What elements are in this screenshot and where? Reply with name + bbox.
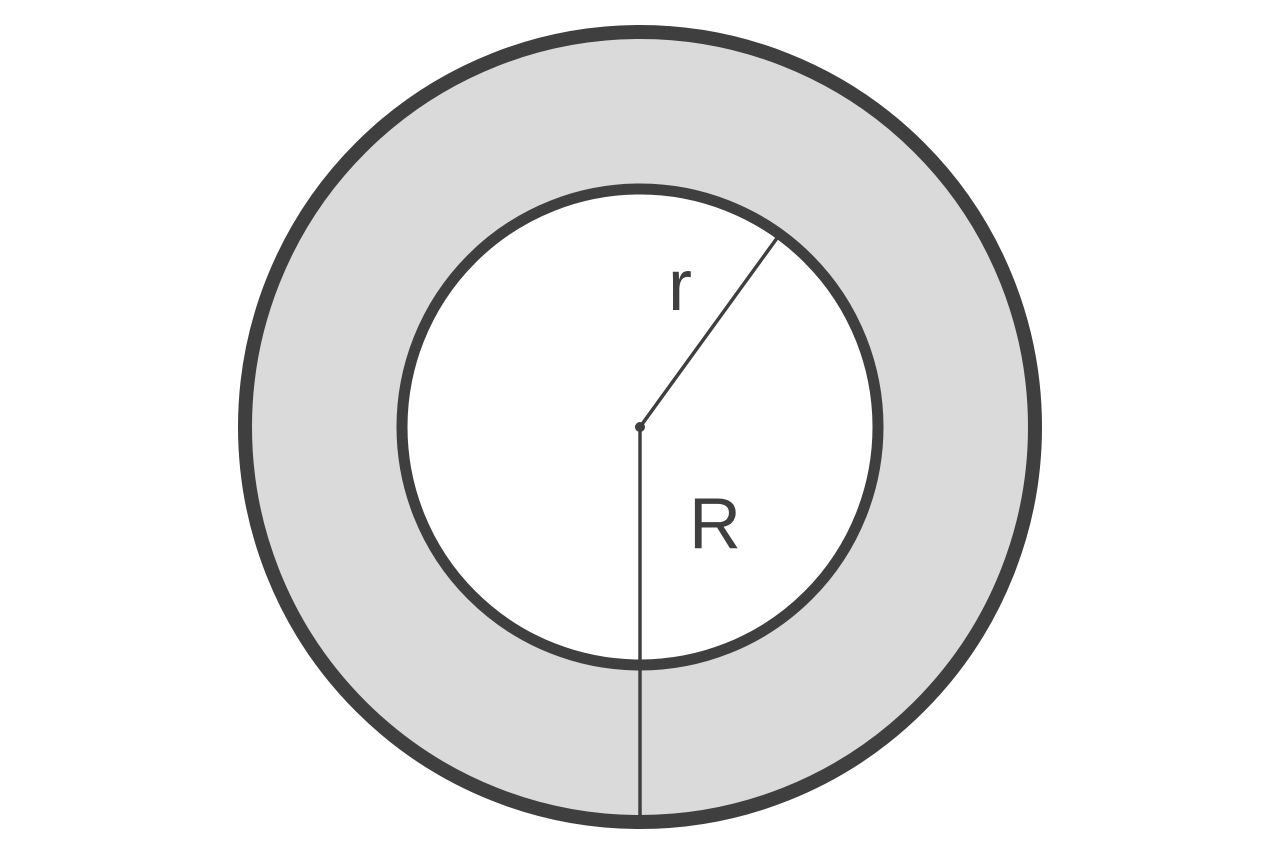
annulus-diagram: rR (0, 0, 1280, 854)
center-point (635, 422, 645, 432)
label-r: r (668, 246, 692, 326)
annulus-svg: rR (0, 0, 1280, 854)
label-big-r: R (689, 484, 741, 564)
